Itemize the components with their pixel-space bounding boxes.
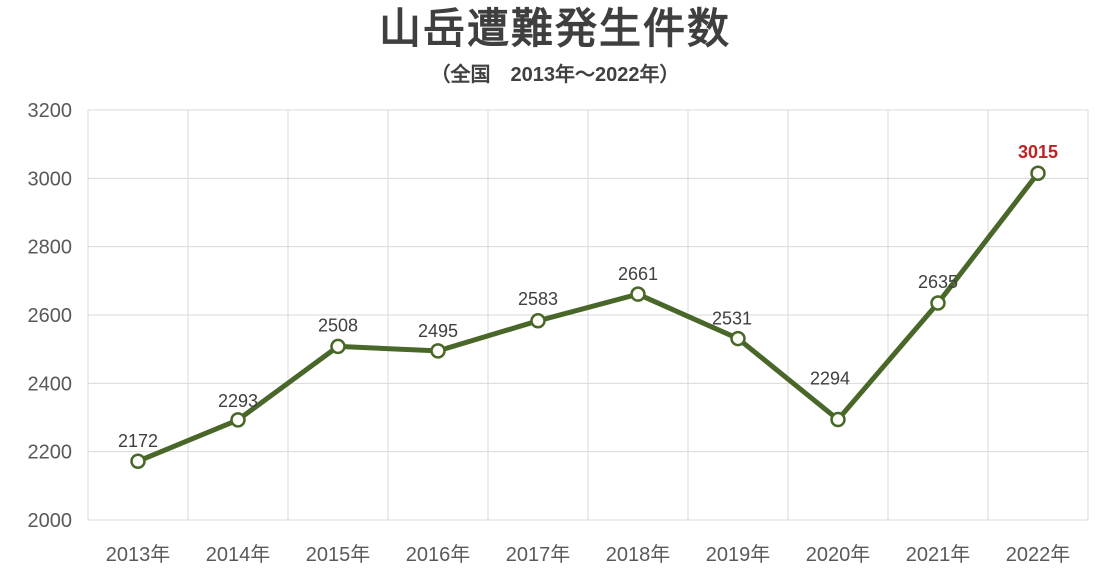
x-axis-tick-label: 2019年 bbox=[706, 543, 771, 566]
y-axis-tick-label: 2800 bbox=[28, 237, 73, 259]
data-point-marker bbox=[630, 286, 646, 302]
data-point-label: 2495 bbox=[418, 321, 458, 341]
data-point-label: 2635 bbox=[918, 272, 958, 292]
data-point-label: 2508 bbox=[318, 315, 358, 335]
x-axis-tick-label: 2015年 bbox=[306, 543, 371, 566]
x-axis-tick-label: 2013年 bbox=[106, 543, 171, 566]
x-axis-tick-label: 2016年 bbox=[406, 543, 471, 566]
data-point-label: 2172 bbox=[118, 431, 158, 451]
data-point-marker bbox=[230, 412, 246, 428]
x-axis-tick-label: 2022年 bbox=[1006, 543, 1071, 566]
y-axis-tick-label: 2400 bbox=[28, 373, 73, 395]
x-axis-tick-label: 2020年 bbox=[806, 543, 871, 566]
data-point-label: 2531 bbox=[712, 309, 752, 329]
chart-subtitle: （全国 2013年～2022年） bbox=[430, 64, 680, 86]
data-point-marker bbox=[1030, 165, 1046, 181]
data-point-label: 2583 bbox=[518, 289, 558, 309]
series-line bbox=[135, 170, 1041, 464]
x-axis-tick-label: 2018年 bbox=[606, 543, 671, 566]
chart-title: 山岳遭難発生件数 bbox=[378, 5, 731, 52]
data-point-label: 2294 bbox=[810, 369, 850, 389]
data-point-label: 2293 bbox=[218, 391, 258, 411]
y-axis-tick-label: 3200 bbox=[28, 100, 73, 122]
data-point-marker bbox=[130, 453, 146, 469]
data-point-label: 3015 bbox=[1018, 142, 1058, 162]
data-point-marker bbox=[330, 338, 346, 355]
y-axis-tick-label: 2200 bbox=[28, 442, 73, 464]
y-axis-tick-label: 2000 bbox=[28, 510, 73, 532]
y-axis-tick-label: 3000 bbox=[28, 168, 73, 190]
data-point-label: 2661 bbox=[618, 264, 658, 284]
data-point-marker bbox=[530, 313, 546, 329]
x-axis-tick-label: 2021年 bbox=[906, 543, 971, 566]
data-point-marker bbox=[930, 295, 946, 311]
data-point-marker bbox=[830, 411, 846, 428]
data-point-marker bbox=[430, 343, 446, 359]
y-axis-tick-label: 2600 bbox=[28, 305, 73, 327]
data-point-marker bbox=[730, 330, 746, 347]
x-axis-tick-label: 2017年 bbox=[506, 543, 571, 566]
x-axis-tick-label: 2014年 bbox=[206, 543, 271, 566]
